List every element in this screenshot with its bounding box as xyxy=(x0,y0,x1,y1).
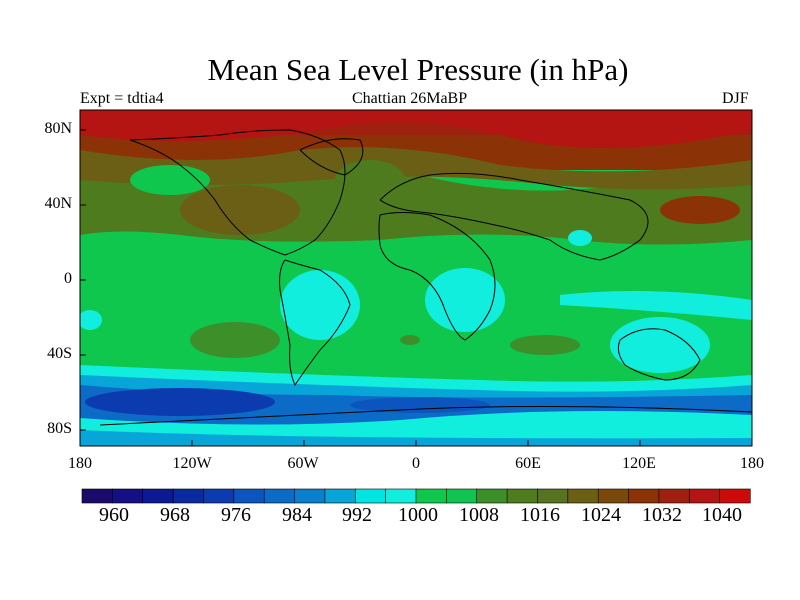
antarctic-edge xyxy=(80,430,752,446)
south-america-low xyxy=(280,270,360,340)
colorbar-swatch xyxy=(446,488,478,504)
y-tick-label: 80N xyxy=(44,120,72,137)
x-tick-label: 180 xyxy=(68,455,92,472)
colorbar-label: 1024 xyxy=(581,504,621,526)
atlantic-high xyxy=(400,335,420,345)
south-america-coast xyxy=(279,259,351,387)
x-tick-label: 60W xyxy=(287,455,319,472)
x-tick-label: 60E xyxy=(515,455,541,472)
colorbar-swatch xyxy=(506,488,539,504)
pacific-high xyxy=(660,196,740,224)
tropical-trough xyxy=(560,291,752,320)
colorbar-swatch xyxy=(658,488,690,504)
x-tick-label: 120W xyxy=(172,455,212,472)
south-pacific-high xyxy=(190,322,280,358)
colorbar-swatch xyxy=(142,488,174,504)
colorbar-label: 1016 xyxy=(520,504,560,526)
colorbar-swatch xyxy=(719,488,751,504)
colorbar-swatch xyxy=(233,488,265,504)
colorbar-swatch xyxy=(294,488,326,504)
colorbar-swatch xyxy=(112,488,144,504)
colorbar-swatch xyxy=(628,488,660,504)
colorbar-swatch xyxy=(263,488,296,504)
eurasia-coast xyxy=(379,172,649,261)
indian-ocean-high xyxy=(510,335,580,355)
azores-region xyxy=(180,185,300,235)
period-label: Chattian 26MaBP xyxy=(352,90,468,107)
y-tick-label: 40S xyxy=(47,345,72,362)
colorbar-label: 992 xyxy=(342,504,372,526)
australia-low xyxy=(610,317,710,373)
greenland-coast xyxy=(299,138,364,176)
antarctica-coast xyxy=(99,405,752,426)
australia-coast xyxy=(617,328,701,381)
x-tick-label: 120E xyxy=(622,455,656,472)
colorbar-label: 984 xyxy=(282,504,312,526)
experiment-label: Expt = tdtia4 xyxy=(80,90,164,107)
colorbar-swatch xyxy=(567,488,599,504)
colorbar-swatch xyxy=(81,488,113,504)
x-tick-label: 180 xyxy=(740,455,764,472)
colorbar xyxy=(81,488,751,504)
colorbar-swatch xyxy=(597,488,630,504)
colorbar-label: 1040 xyxy=(702,504,742,526)
circumpolar-trough xyxy=(85,388,275,416)
colorbar-swatch xyxy=(537,488,569,504)
siberian-high xyxy=(80,147,752,190)
north-america-coast xyxy=(129,129,346,256)
colorbar-swatch xyxy=(354,488,387,504)
colorbar-swatch xyxy=(415,488,447,504)
season-label: DJF xyxy=(722,90,749,107)
colorbar-label: 960 xyxy=(99,504,129,526)
y-tick-label: 40N xyxy=(44,195,72,212)
pacific-low xyxy=(80,310,102,330)
colorbar-label: 1032 xyxy=(642,504,682,526)
map-field xyxy=(80,110,752,446)
map-title: Mean Sea Level Pressure (in hPa) xyxy=(207,52,629,87)
icelandic-low xyxy=(335,160,405,200)
colorbar-label: 1000 xyxy=(398,504,438,526)
colorbar-label: 976 xyxy=(221,504,251,526)
tibet-low xyxy=(568,230,592,246)
colorbar-swatch xyxy=(203,488,235,504)
colorbar-label: 968 xyxy=(160,504,190,526)
africa-low xyxy=(425,268,505,332)
colorbar-swatch xyxy=(688,488,721,504)
colorbar-swatch xyxy=(172,488,205,504)
axis-ticks xyxy=(80,129,641,446)
colorbar-swatch xyxy=(324,488,356,504)
x-tick-label: 0 xyxy=(412,455,420,472)
africa-coast xyxy=(378,212,496,341)
colorbar-swatch xyxy=(385,488,417,504)
y-tick-label: 80S xyxy=(47,420,72,437)
polar-high-core xyxy=(80,110,752,148)
colorbar-swatch xyxy=(476,488,508,504)
y-tick-label: 0 xyxy=(64,270,72,287)
coastlines xyxy=(99,129,752,426)
colorbar-label: 1008 xyxy=(459,504,499,526)
circumpolar-trough-2 xyxy=(350,397,490,413)
